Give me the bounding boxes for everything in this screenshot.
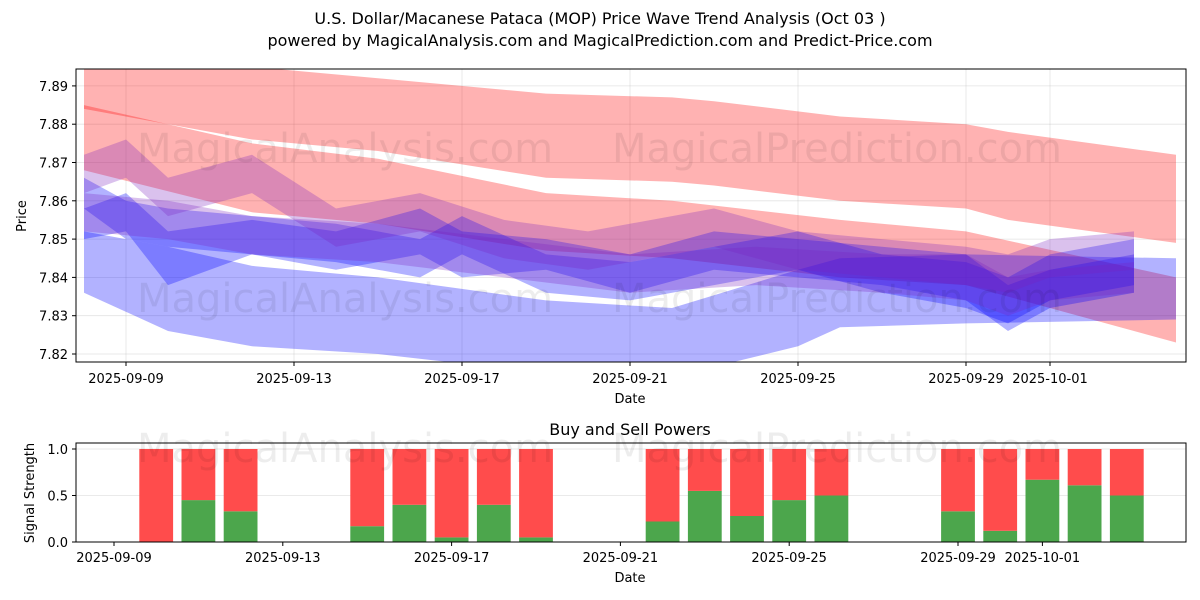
price-x-tick-label: 2025-09-21 <box>592 372 668 387</box>
buy-bar <box>392 504 427 542</box>
price-bands <box>84 69 1176 362</box>
powers-y-tick-label: 1.0 <box>47 443 68 458</box>
watermark-prediction-bottom: MagicalPrediction.com <box>612 426 1062 472</box>
buy-bar <box>687 490 722 542</box>
buy-bar <box>181 500 216 542</box>
powers-x-tick-label: 2025-09-17 <box>414 551 490 566</box>
watermark-analysis-bottom: MagicalAnalysis.com <box>137 426 553 472</box>
buy-bar <box>730 516 764 542</box>
sell-bar <box>814 449 849 496</box>
sell-bar <box>139 449 174 542</box>
price-x-tick-label: 2025-10-01 <box>1012 372 1088 387</box>
sell-bar <box>434 449 469 538</box>
powers-x-tick-label: 2025-09-09 <box>76 551 152 566</box>
buy-bar <box>476 504 511 542</box>
powers-y-tick-label: 0.0 <box>47 536 68 551</box>
chart-subtitle: powered by MagicalAnalysis.com and Magic… <box>267 31 933 50</box>
buy-bar <box>434 537 469 542</box>
powers-y-tick-label: 0.5 <box>47 490 68 505</box>
sell-bar <box>983 449 1018 531</box>
price-x-tick-label: 2025-09-13 <box>256 372 332 387</box>
band-wave-mid-2 <box>84 177 1134 324</box>
sell-bar <box>181 449 216 501</box>
buy-bar <box>941 511 975 542</box>
price-axes-frame <box>75 68 1187 363</box>
buy-bar <box>814 495 849 542</box>
sell-bar <box>772 449 807 501</box>
watermark-prediction-mid: MagicalPrediction.com <box>612 276 1062 322</box>
powers-axes-frame <box>75 442 1187 543</box>
watermark-prediction-top: MagicalPrediction.com <box>612 126 1062 172</box>
price-y-tick-label: 7.87 <box>39 157 68 172</box>
sell-bar <box>476 449 511 505</box>
powers-title: Buy and Sell Powers <box>549 420 711 439</box>
buy-bar <box>350 526 385 542</box>
band-wave-purple-2 <box>84 193 1134 316</box>
powers-x-ticks: 2025-09-09 2025-09-13 2025-09-17 2025-09-21… <box>76 542 1080 566</box>
price-y-tick-label: 7.83 <box>39 310 68 325</box>
powers-x-tick-label: 2025-09-13 <box>245 551 321 566</box>
buy-bar <box>1067 485 1102 542</box>
powers-x-axis-label: Date <box>614 571 645 586</box>
buy-bar <box>772 500 807 542</box>
band-wave-purple-1 <box>84 139 1134 293</box>
buy-bar <box>1025 479 1060 542</box>
sell-bar <box>392 449 427 505</box>
sell-bar <box>1109 449 1144 496</box>
price-x-axis-label: Date <box>614 392 645 407</box>
powers-y-ticks: 0.0 0.5 1.0 <box>47 443 76 551</box>
sell-bar <box>223 449 258 512</box>
sell-bar <box>645 449 680 522</box>
watermark-analysis-mid: MagicalAnalysis.com <box>137 276 553 322</box>
price-grid <box>76 69 1186 362</box>
price-x-ticks: 2025-09-09 2025-09-13 2025-09-17 2025-09-21… <box>88 362 1088 387</box>
price-x-tick-label: 2025-09-09 <box>88 372 164 387</box>
powers-bars <box>139 449 1144 542</box>
sell-bar <box>350 449 385 527</box>
band-blue-lower-band <box>84 231 1176 362</box>
sell-bar <box>1025 449 1060 480</box>
powers-x-tick-label: 2025-09-21 <box>583 551 659 566</box>
buy-bar <box>645 521 680 542</box>
price-y-tick-label: 7.86 <box>39 195 68 210</box>
buy-bar <box>1109 495 1144 542</box>
chart-title: U.S. Dollar/Macanese Pataca (MOP) Price … <box>314 9 886 28</box>
powers-x-tick-label: 2025-10-01 <box>1005 551 1081 566</box>
sell-bar <box>1067 449 1102 486</box>
watermark-analysis-top: MagicalAnalysis.com <box>137 126 553 172</box>
powers-x-tick-label: 2025-09-25 <box>751 551 827 566</box>
powers-y-axis-label: Signal Strength <box>23 443 38 543</box>
band-red-upper-band <box>84 69 1176 243</box>
buy-bar <box>983 530 1018 542</box>
price-x-tick-label: 2025-09-25 <box>760 372 836 387</box>
sell-bar <box>687 449 722 491</box>
price-y-tick-label: 7.89 <box>39 80 68 95</box>
price-y-tick-label: 7.88 <box>39 118 68 133</box>
band-red-lower-band <box>84 105 1176 343</box>
buy-bar <box>519 537 553 542</box>
sell-bar <box>730 449 764 516</box>
powers-x-tick-label: 2025-09-29 <box>920 551 996 566</box>
sell-bar <box>519 449 553 538</box>
price-x-tick-label: 2025-09-17 <box>424 372 500 387</box>
price-x-tick-label: 2025-09-29 <box>928 372 1004 387</box>
price-y-tick-label: 7.82 <box>39 348 68 363</box>
price-y-tick-label: 7.84 <box>39 271 68 286</box>
price-y-axis-label: Price <box>15 200 30 232</box>
price-y-tick-label: 7.85 <box>39 233 68 248</box>
sell-bar <box>941 449 975 512</box>
band-wave-mid-1 <box>84 193 1134 331</box>
buy-bar <box>223 511 258 542</box>
price-y-ticks: 7.82 7.83 7.84 7.85 7.86 7.87 7.88 7.89 <box>39 80 76 363</box>
